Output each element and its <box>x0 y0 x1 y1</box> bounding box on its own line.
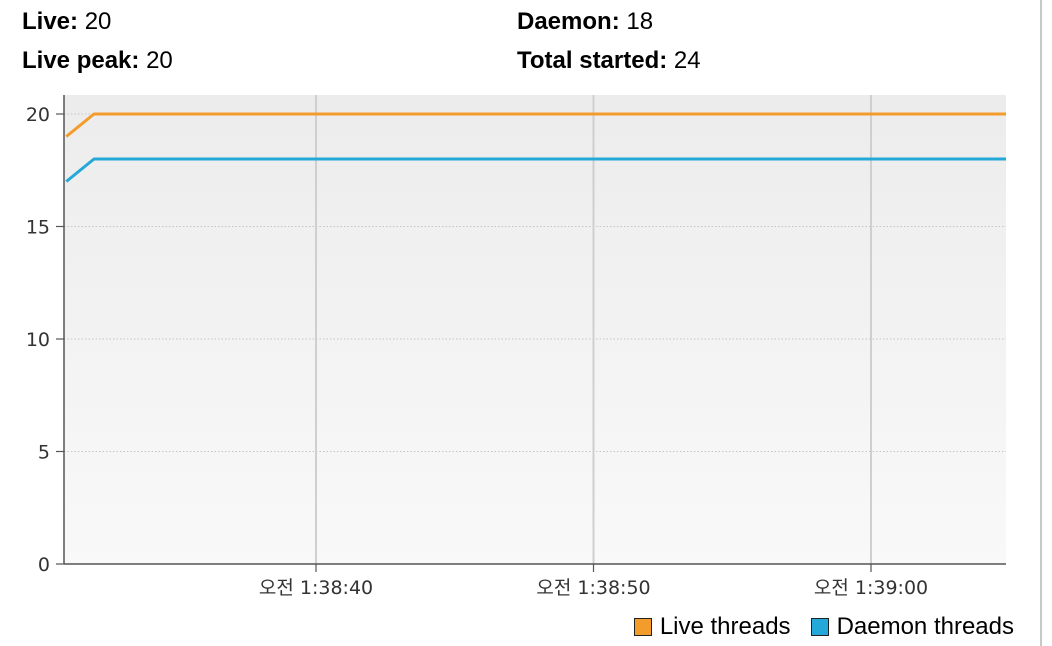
x-tick-label: 오전 1:38:50 <box>536 577 650 599</box>
live-peak-stat: Live peak: 20 <box>22 46 173 76</box>
y-tick-label: 0 <box>38 554 50 576</box>
vertical-gridlines <box>315 95 872 564</box>
daemon-value: 18 <box>626 8 654 35</box>
threads-chart: 0 5 10 15 20 오전 1:38:40 오전 1:38:50 오전 1:39:00 <box>26 95 1006 599</box>
series-line-live-threads <box>65 112 1006 138</box>
legend-item-live-threads: Live threads <box>633 612 791 642</box>
x-tick-label: 오전 1:38:40 <box>259 577 373 599</box>
daemon-label: Daemon: <box>517 8 620 35</box>
total-started-stat: Total started: 24 <box>517 46 701 76</box>
chart-legend: Live threads Daemon threads <box>614 612 1014 642</box>
window-edge <box>1042 0 1052 646</box>
legend-label-live-threads: Live threads <box>659 613 791 640</box>
live-peak-label: Live peak: <box>22 47 140 74</box>
total-started-label: Total started: <box>517 47 668 74</box>
live-peak-value: 20 <box>146 47 173 74</box>
x-axis-ticks: 오전 1:38:40 오전 1:38:50 오전 1:39:00 <box>259 564 928 599</box>
series-lines <box>65 112 1006 183</box>
panel-right-border <box>1040 0 1042 646</box>
series-line-daemon-threads <box>65 157 1006 183</box>
live-threads-swatch <box>633 618 652 636</box>
y-tick-label: 10 <box>26 329 50 351</box>
y-axis-ticks: 0 5 10 15 20 <box>26 104 64 576</box>
daemon-stat: Daemon: 18 <box>517 7 653 37</box>
legend-item-daemon-threads: Daemon threads <box>810 612 1014 642</box>
y-tick-label: 20 <box>26 104 50 126</box>
daemon-threads-swatch <box>810 618 829 636</box>
y-tick-label: 5 <box>38 442 50 464</box>
x-tick-label: 오전 1:39:00 <box>814 577 928 599</box>
plot-area <box>64 95 1006 564</box>
axes <box>63 95 1006 565</box>
live-label: Live: <box>22 8 79 35</box>
total-started-value: 24 <box>673 47 701 74</box>
legend-label-daemon-threads: Daemon threads <box>836 613 1014 640</box>
y-tick-label: 15 <box>26 217 50 239</box>
live-value: 20 <box>84 8 112 35</box>
live-stat: Live: 20 <box>22 7 111 37</box>
thread-stats: Live: 20 Live peak: 20 Daemon: 18 Total … <box>0 0 1040 90</box>
